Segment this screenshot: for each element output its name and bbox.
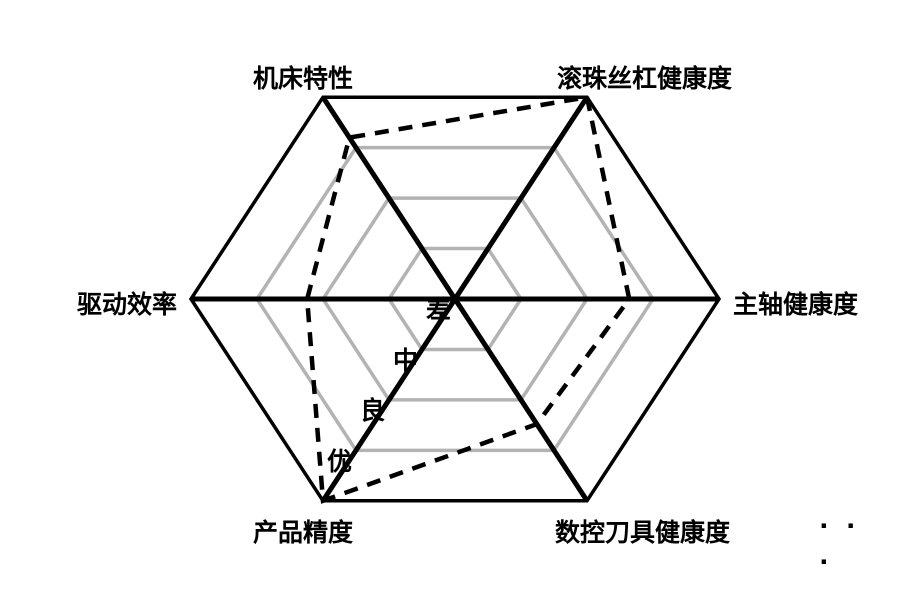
ring-label-2: 良 xyxy=(360,391,385,427)
axis-label-5: 机床特性 xyxy=(253,59,353,95)
ring-label-3: 优 xyxy=(327,442,352,478)
ellipsis-text: · · · xyxy=(820,508,881,580)
ring-label-1: 中 xyxy=(393,341,418,377)
axis-label-2: 数控刀具健康度 xyxy=(555,513,730,549)
axis-label-1: 主轴健康度 xyxy=(733,285,858,321)
axis-label-4: 驱动效率 xyxy=(77,285,177,321)
ring-label-0: 差 xyxy=(426,290,451,326)
axis-label-0: 滚珠丝杠健康度 xyxy=(557,59,732,95)
axis-label-3: 产品精度 xyxy=(253,513,353,549)
